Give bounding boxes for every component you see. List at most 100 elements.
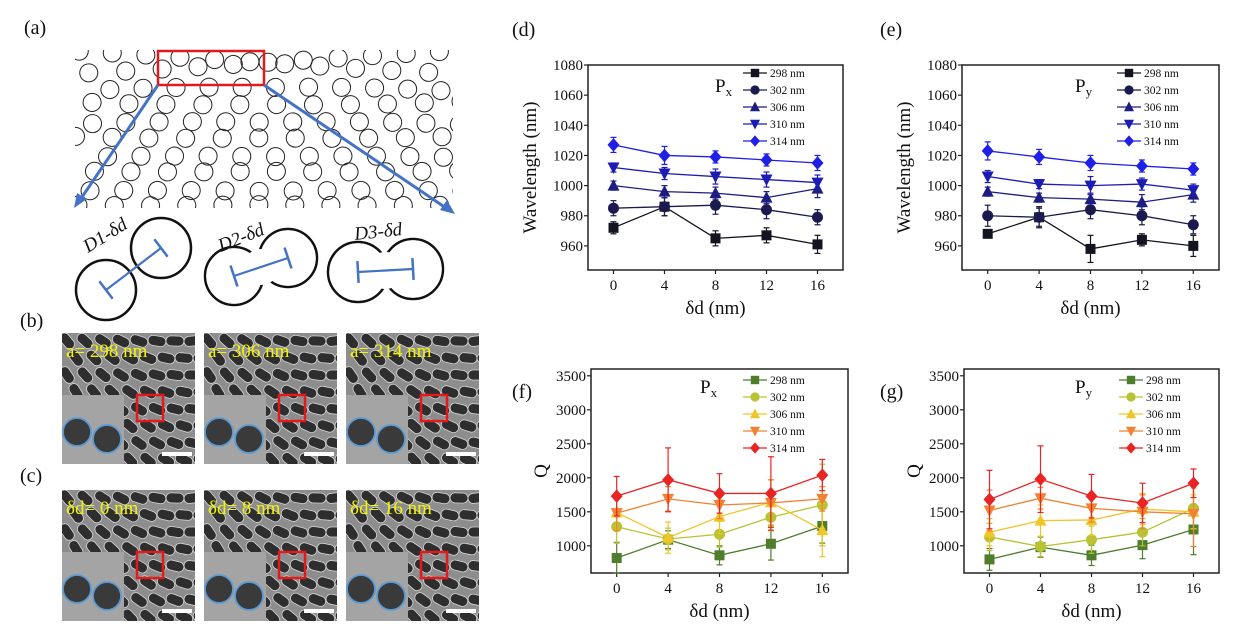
legend-label: 298 nm [770, 68, 805, 80]
x-tick-label: 16 [1186, 278, 1202, 294]
y-tick-label: 2000 [556, 471, 586, 487]
data-point [984, 554, 995, 565]
hole-dimer [416, 113, 452, 147]
x-tick-label: 16 [810, 278, 826, 294]
x-tick-label: 0 [613, 581, 621, 597]
highlight-box [277, 550, 307, 580]
y-tick-label: 1020 [927, 148, 957, 164]
zoom-arrow-left [74, 84, 160, 208]
hole-dimer [121, 146, 151, 182]
legend-label: 310 nm [770, 119, 805, 131]
x-tick-label: 4 [1037, 581, 1045, 597]
legend-marker [1125, 442, 1137, 454]
hole-dimer [317, 181, 341, 208]
legend-label: 310 nm [1144, 119, 1179, 131]
y-tick-label: 1040 [553, 118, 583, 134]
data-point [1033, 179, 1046, 191]
hole-dimer [351, 180, 377, 208]
hole-dimer [75, 50, 99, 83]
data-point [1136, 210, 1148, 222]
panel-label: (d) [512, 19, 535, 41]
hole-dimer [419, 50, 449, 82]
scale-bar [304, 609, 334, 613]
data-point [812, 211, 823, 223]
hole-dimer [449, 115, 453, 135]
distance-arrow-icon [98, 238, 169, 300]
hole-dimer [75, 114, 103, 146]
y-axis-label: Wavelength (nm) [894, 102, 915, 234]
hole-dimer [463, 81, 508, 110]
x-tick-label: 12 [759, 278, 774, 294]
hole-dimer [431, 81, 453, 111]
hole-dimer [177, 181, 201, 208]
data-point [709, 150, 722, 164]
legend-label: 302 nm [770, 85, 805, 97]
data-point [981, 144, 994, 158]
hole-dimer [333, 146, 359, 182]
data-point [1033, 191, 1046, 203]
hole-dimer [452, 181, 453, 201]
x-tick-label: 8 [1088, 581, 1096, 597]
legend-marker [749, 119, 761, 130]
data-point [658, 168, 671, 181]
hole-dimer [283, 181, 305, 208]
data-point [607, 179, 620, 191]
data-point [1135, 159, 1148, 173]
x-tick-label: 4 [1035, 278, 1043, 294]
data-point [761, 230, 772, 241]
legend-label: 310 nm [770, 426, 805, 438]
scale-bar [304, 452, 334, 456]
legend-entry: 310 nm [743, 426, 805, 438]
distance-arrow-icon [229, 247, 293, 287]
charts: (d) 0 4 8 12 16 960 980 1000 1020 1040 1060 1080 δd (… [512, 19, 1220, 622]
data-point [981, 171, 994, 184]
hole-dimer [349, 112, 379, 148]
legend-marker [750, 392, 760, 402]
hole-dimer [382, 50, 416, 80]
hole-dimer [299, 77, 323, 115]
data-point [709, 171, 722, 184]
legend-marker [1123, 119, 1135, 130]
data-point [658, 148, 671, 163]
hole-dimer [400, 147, 432, 181]
sem-image-label: δd= 8 nm [208, 498, 281, 519]
y-tick-label: 1000 [929, 539, 959, 555]
legend-entry: 298 nm [1119, 375, 1181, 387]
x-tick-label: 0 [986, 581, 994, 597]
legend-marker [749, 426, 761, 437]
hole-dimer [141, 180, 167, 208]
series-302-nm [982, 200, 1199, 235]
y-tick-label: 2500 [556, 437, 586, 453]
data-point [812, 239, 823, 250]
data-point [811, 177, 824, 190]
y-tick-label: 1060 [927, 88, 957, 104]
highlight-box [277, 393, 307, 423]
legend-entry: 306 nm [1117, 101, 1179, 114]
data-point [713, 486, 726, 501]
data-point [1033, 211, 1045, 223]
hole-dimer [433, 147, 453, 181]
data-point [1135, 179, 1148, 191]
y-tick-label: 980 [935, 209, 958, 225]
x-tick-label: 12 [763, 581, 778, 597]
x-tick-label: 8 [1087, 278, 1095, 294]
data-point [760, 174, 773, 187]
legend-label: 306 nm [770, 409, 805, 421]
y-tick-label: 1080 [927, 58, 957, 74]
hole-dimer [212, 112, 236, 148]
hole-dimer [275, 50, 313, 74]
x-axis-label: δd (nm) [685, 298, 745, 319]
hole-dimer [170, 50, 208, 77]
legend-label: 306 nm [770, 102, 805, 114]
hole-dimer [136, 50, 172, 79]
y-tick-label: 960 [935, 239, 958, 255]
legend-entry: 314 nm [743, 135, 805, 148]
hole-dimer [266, 147, 286, 181]
legend-marker [1123, 135, 1135, 147]
y-tick-label: 1020 [553, 148, 583, 164]
y-tick-label: 1500 [929, 505, 959, 521]
panel-label: (g) [880, 381, 903, 403]
hole-dimer [385, 180, 413, 208]
hole-dimer [310, 50, 348, 76]
